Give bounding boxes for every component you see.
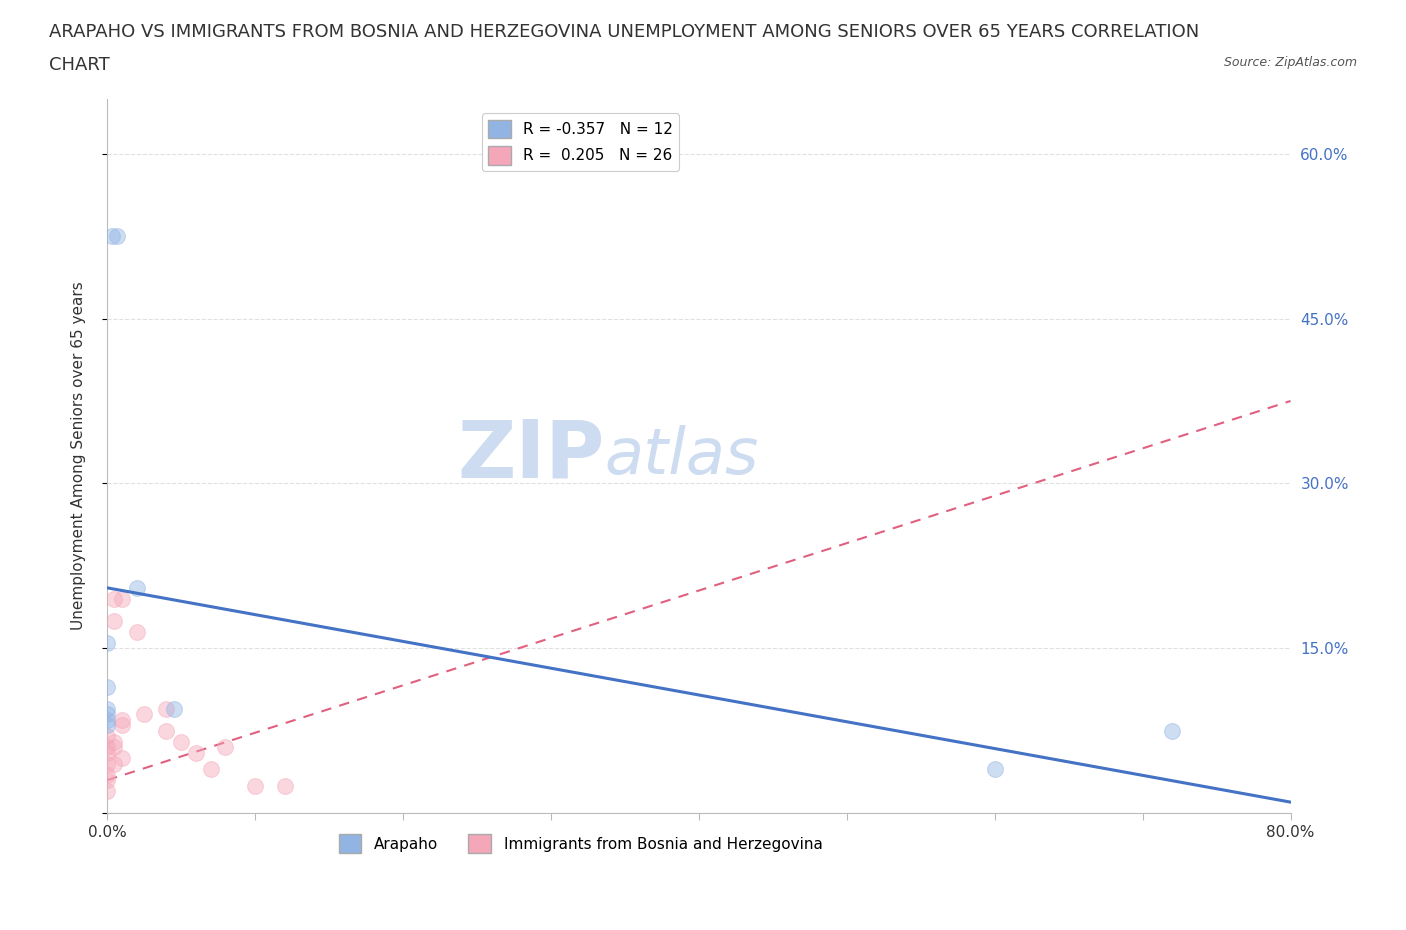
- Point: [132, 707, 155, 722]
- Point: [170, 735, 193, 750]
- Point: [111, 718, 134, 733]
- Point: [103, 591, 125, 606]
- Point: [96, 707, 118, 722]
- Point: [111, 591, 134, 606]
- Point: [96, 635, 118, 650]
- Point: [125, 580, 148, 595]
- Point: [1161, 724, 1184, 738]
- Point: [155, 724, 177, 738]
- Point: [111, 751, 134, 765]
- Point: [273, 778, 295, 793]
- Point: [200, 762, 222, 777]
- Point: [96, 784, 118, 799]
- Point: [983, 762, 1005, 777]
- Point: [125, 624, 148, 639]
- Point: [107, 229, 129, 244]
- Point: [96, 679, 118, 694]
- Point: [96, 729, 118, 744]
- Y-axis label: Unemployment Among Seniors over 65 years: Unemployment Among Seniors over 65 years: [72, 282, 86, 631]
- Text: ZIP: ZIP: [457, 417, 605, 495]
- Point: [96, 739, 118, 754]
- Text: CHART: CHART: [49, 56, 110, 73]
- Point: [96, 773, 118, 788]
- Text: Source: ZipAtlas.com: Source: ZipAtlas.com: [1223, 56, 1357, 69]
- Point: [96, 718, 118, 733]
- Point: [103, 614, 125, 629]
- Point: [96, 712, 118, 727]
- Point: [100, 229, 122, 244]
- Point: [96, 767, 118, 782]
- Point: [214, 739, 236, 754]
- Point: [163, 701, 186, 716]
- Point: [96, 756, 118, 771]
- Point: [103, 735, 125, 750]
- Text: atlas: atlas: [605, 425, 758, 487]
- Point: [103, 739, 125, 754]
- Point: [96, 701, 118, 716]
- Text: ARAPAHO VS IMMIGRANTS FROM BOSNIA AND HERZEGOVINA UNEMPLOYMENT AMONG SENIORS OVE: ARAPAHO VS IMMIGRANTS FROM BOSNIA AND HE…: [49, 23, 1199, 41]
- Point: [184, 745, 207, 760]
- Point: [111, 712, 134, 727]
- Point: [155, 701, 177, 716]
- Point: [96, 745, 118, 760]
- Point: [103, 756, 125, 771]
- Point: [243, 778, 266, 793]
- Legend: Arapaho, Immigrants from Bosnia and Herzegovina: Arapaho, Immigrants from Bosnia and Herz…: [332, 829, 828, 859]
